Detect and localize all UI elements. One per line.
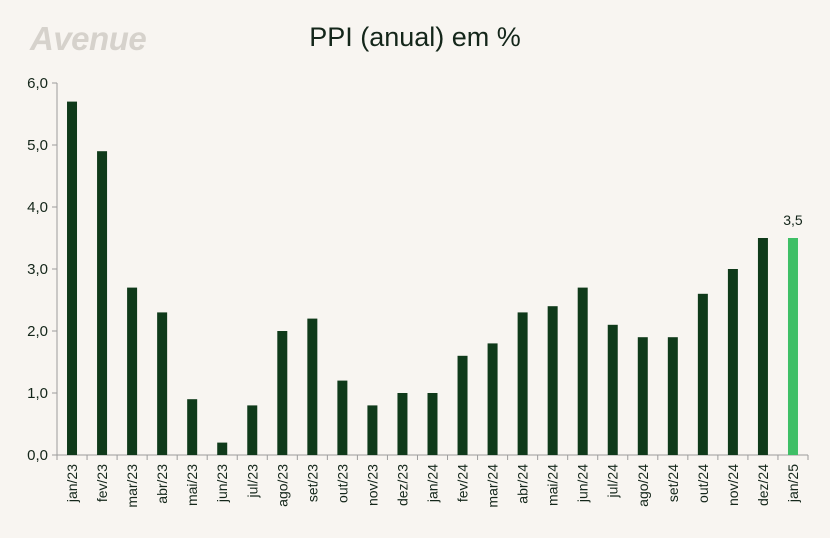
x-tick-label: jun/24 bbox=[575, 464, 591, 503]
bar-ago-24 bbox=[637, 337, 648, 455]
y-tick-label: 0,0 bbox=[27, 447, 48, 464]
bar-fev-23 bbox=[97, 151, 108, 455]
x-tick-label: fev/24 bbox=[455, 464, 471, 502]
bar-abr-23 bbox=[157, 312, 168, 455]
bar-dez-24 bbox=[757, 238, 768, 455]
bar-jan-23 bbox=[67, 101, 78, 455]
x-tick-label: abr/24 bbox=[515, 464, 531, 504]
x-tick-label: jul/24 bbox=[605, 464, 621, 499]
bar-jun-24 bbox=[577, 287, 588, 455]
bar-mai-24 bbox=[547, 306, 558, 455]
bar-out-23 bbox=[337, 380, 348, 455]
bar-out-24 bbox=[697, 293, 708, 455]
chart-title: PPI (anual) em % bbox=[309, 22, 521, 52]
x-tick-label: nov/24 bbox=[725, 464, 741, 506]
x-tick-label: nov/23 bbox=[364, 464, 380, 506]
x-tick-label: set/24 bbox=[665, 464, 681, 502]
bar-jan-24 bbox=[427, 393, 438, 455]
y-tick-label: 5,0 bbox=[27, 137, 48, 154]
x-tick-label: mar/23 bbox=[124, 464, 140, 508]
bar-fev-24 bbox=[457, 355, 468, 455]
bar-set-24 bbox=[667, 337, 678, 455]
x-tick-label: mai/24 bbox=[545, 464, 561, 506]
bar-mai-23 bbox=[187, 399, 198, 455]
bar-mar-24 bbox=[487, 343, 498, 455]
x-tick-label: jul/23 bbox=[244, 464, 260, 499]
x-tick-label: jun/23 bbox=[214, 464, 230, 503]
bar-jul-24 bbox=[607, 324, 618, 455]
x-tick-label: mar/24 bbox=[485, 464, 501, 508]
bar-nov-24 bbox=[727, 269, 738, 455]
bar-jul-23 bbox=[247, 405, 258, 455]
y-tick-label: 4,0 bbox=[27, 199, 48, 216]
bar-ago-23 bbox=[277, 331, 288, 455]
bar-mar-23 bbox=[127, 287, 138, 455]
x-tick-label: mai/23 bbox=[184, 464, 200, 506]
x-tick-label: dez/23 bbox=[394, 464, 410, 506]
bar-nov-23 bbox=[367, 405, 378, 455]
bar-abr-24 bbox=[517, 312, 528, 455]
x-tick-label: out/23 bbox=[334, 464, 350, 503]
bar-jun-23 bbox=[217, 442, 228, 455]
x-tick-label: out/24 bbox=[695, 464, 711, 503]
x-tick-label: ago/23 bbox=[274, 464, 290, 507]
y-tick-label: 1,0 bbox=[27, 385, 48, 402]
x-tick-label: dez/24 bbox=[755, 464, 771, 506]
x-tick-label: set/23 bbox=[304, 464, 320, 502]
y-tick-label: 6,0 bbox=[27, 75, 48, 92]
x-tick-label: ago/24 bbox=[635, 464, 651, 507]
x-tick-label: abr/23 bbox=[154, 464, 170, 504]
y-tick-label: 2,0 bbox=[27, 323, 48, 340]
bar-dez-23 bbox=[397, 393, 408, 455]
bar-jan-25 bbox=[787, 238, 798, 455]
x-tick-label: jan/24 bbox=[425, 464, 441, 503]
data-label: 3,5 bbox=[783, 212, 803, 228]
brand-logo: Avenue bbox=[30, 20, 147, 57]
x-tick-label: jan/25 bbox=[785, 464, 801, 503]
bar-set-23 bbox=[307, 318, 318, 455]
x-tick-label: fev/23 bbox=[94, 464, 110, 502]
x-tick-label: jan/23 bbox=[64, 464, 80, 503]
y-tick-label: 3,0 bbox=[27, 261, 48, 278]
